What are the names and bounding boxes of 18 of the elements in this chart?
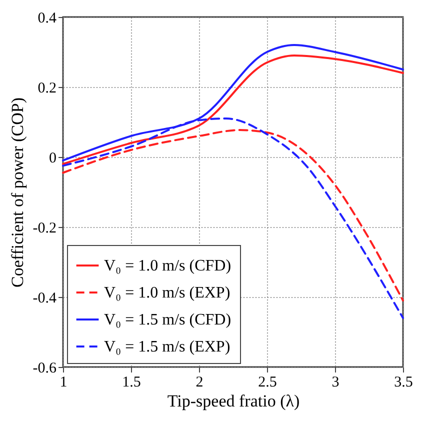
x-tick-label: 1.5 bbox=[122, 374, 141, 390]
y-tick-label: -0.6 bbox=[32, 360, 57, 376]
legend-label: V₀ = 1.0 m/s (CFD) bbox=[104, 258, 232, 274]
x-tick-label: 2.5 bbox=[258, 374, 277, 390]
x-tick-label: 3.5 bbox=[394, 374, 413, 390]
x-tick-label: 1 bbox=[60, 374, 68, 390]
legend-label: V₀ = 1.5 m/s (CFD) bbox=[104, 312, 232, 328]
y-tick-label: -0.2 bbox=[32, 220, 56, 236]
y-tick-label: 0.2 bbox=[38, 80, 56, 96]
x-axis-title: Tip-speed fratio (λ) bbox=[167, 392, 300, 410]
y-axis-title: Coefficient of power (COP) bbox=[8, 98, 27, 288]
x-tick-label: 3 bbox=[332, 374, 340, 390]
legend-label: V₀ = 1.0 m/s (EXP) bbox=[104, 284, 230, 302]
y-tick-label: -0.4 bbox=[32, 290, 57, 306]
x-tick-label: 2 bbox=[196, 374, 204, 390]
y-tick-label: 0.4 bbox=[38, 10, 57, 26]
y-tick-label: 0 bbox=[49, 150, 56, 166]
legend-label: V₀ = 1.5 m/s (EXP) bbox=[104, 338, 230, 356]
